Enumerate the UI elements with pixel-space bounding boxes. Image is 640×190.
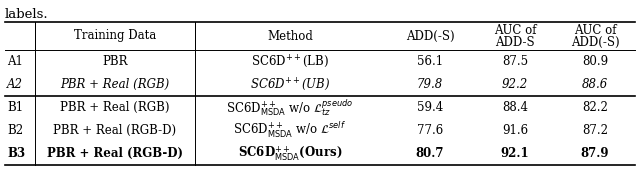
Text: B1: B1 (7, 101, 23, 114)
Text: SC6D$^{++}_{\mathrm{MSDA}}$ w/o $\mathcal{L}^{self}$: SC6D$^{++}_{\mathrm{MSDA}}$ w/o $\mathca… (234, 121, 346, 140)
Text: 77.6: 77.6 (417, 124, 443, 137)
Text: SC6D$^{++}$(UB): SC6D$^{++}$(UB) (250, 76, 330, 93)
Text: 91.6: 91.6 (502, 124, 528, 137)
Text: 79.8: 79.8 (417, 78, 443, 91)
Text: labels.: labels. (5, 8, 49, 21)
Text: 88.4: 88.4 (502, 101, 528, 114)
Text: 56.1: 56.1 (417, 55, 443, 68)
Text: 59.4: 59.4 (417, 101, 443, 114)
Text: AUC of: AUC of (493, 25, 536, 37)
Text: PBR + Real (RGB): PBR + Real (RGB) (60, 101, 170, 114)
Text: A2: A2 (7, 78, 23, 91)
Text: 80.9: 80.9 (582, 55, 608, 68)
Text: ADD-S: ADD-S (495, 36, 535, 48)
Text: 82.2: 82.2 (582, 101, 608, 114)
Text: PBR + Real (RGB): PBR + Real (RGB) (60, 78, 170, 91)
Text: SC6D$^{++}_{\mathrm{MSDA}}$(Ours): SC6D$^{++}_{\mathrm{MSDA}}$(Ours) (238, 144, 342, 163)
Text: PBR + Real (RGB-D): PBR + Real (RGB-D) (47, 147, 183, 160)
Text: 92.1: 92.1 (500, 147, 529, 160)
Text: 92.2: 92.2 (502, 78, 528, 91)
Text: 88.6: 88.6 (582, 78, 608, 91)
Text: 80.7: 80.7 (416, 147, 444, 160)
Text: ADD(-S): ADD(-S) (571, 36, 620, 48)
Text: 87.9: 87.9 (580, 147, 609, 160)
Text: B2: B2 (7, 124, 23, 137)
Text: SC6D$^{++}_{\mathrm{MSDA}}$ w/o $\mathcal{L}^{pseudo}_{tz}$: SC6D$^{++}_{\mathrm{MSDA}}$ w/o $\mathca… (227, 97, 353, 118)
Text: 87.2: 87.2 (582, 124, 608, 137)
Text: AUC of: AUC of (573, 25, 616, 37)
Text: ADD(-S): ADD(-S) (406, 29, 454, 43)
Text: 87.5: 87.5 (502, 55, 528, 68)
Text: PBR: PBR (102, 55, 128, 68)
Text: Training Data: Training Data (74, 29, 156, 43)
Text: SC6D$^{++}$(LB): SC6D$^{++}$(LB) (251, 53, 329, 70)
Text: Method: Method (267, 29, 313, 43)
Text: PBR + Real (RGB-D): PBR + Real (RGB-D) (53, 124, 177, 137)
Text: B3: B3 (7, 147, 25, 160)
Text: A1: A1 (7, 55, 23, 68)
